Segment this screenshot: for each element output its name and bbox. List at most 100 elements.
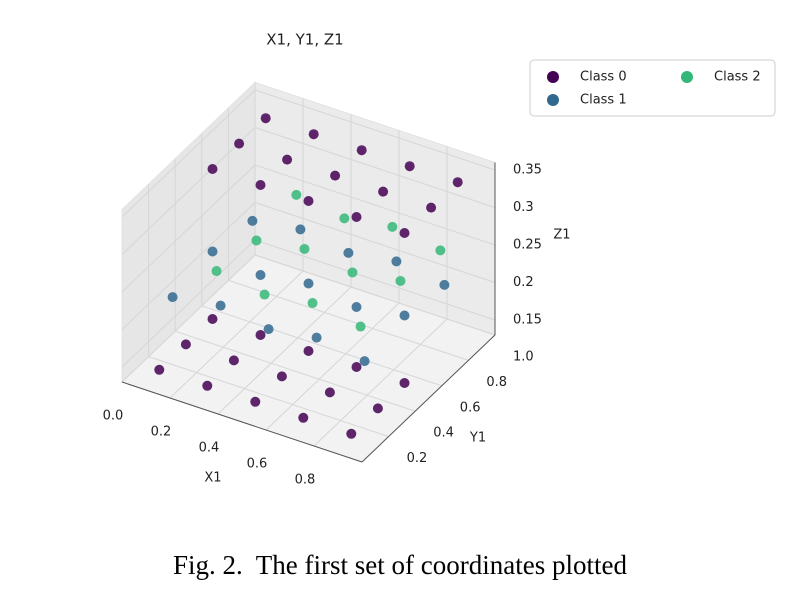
point [276, 371, 287, 382]
point [346, 428, 357, 439]
point [355, 321, 366, 332]
z-tick-label: 0.15 [513, 313, 542, 328]
point [234, 138, 245, 149]
point [399, 310, 410, 321]
point [180, 339, 191, 350]
point [154, 364, 165, 375]
point [426, 202, 437, 213]
grid-line [217, 286, 352, 415]
grid-line [254, 202, 496, 283]
z-axis-label: Z1 [553, 228, 570, 243]
point [439, 279, 450, 290]
z-tick-label: 0.2 [513, 275, 534, 290]
x-axis-line [121, 381, 363, 463]
point [263, 324, 274, 335]
grid-line [265, 302, 400, 431]
point [435, 245, 446, 256]
point [308, 129, 319, 140]
x-tick-label: 0.2 [151, 425, 172, 440]
point [260, 113, 271, 124]
point [295, 224, 306, 235]
point [247, 215, 258, 226]
point [307, 298, 318, 309]
point [207, 246, 218, 257]
point [356, 145, 367, 156]
point [202, 380, 213, 391]
point [255, 270, 266, 280]
y-axis-line [361, 334, 496, 463]
caption: Fig. 2. The first set of coordinates plo… [173, 550, 627, 580]
grid-line [254, 89, 496, 171]
chart-title: X1, Y1, Z1 [266, 31, 343, 49]
point [399, 228, 410, 238]
grid-line [175, 330, 416, 412]
point [303, 346, 314, 356]
panes [121, 81, 496, 463]
grid-line [254, 164, 496, 246]
point [255, 330, 266, 340]
y-tick-label: 0.8 [486, 375, 507, 390]
point [343, 247, 354, 258]
point [298, 412, 309, 423]
y-tick-label: 1.0 [513, 350, 534, 365]
grid-line [254, 254, 496, 336]
grid-line [313, 318, 448, 447]
point [291, 189, 302, 200]
point [167, 292, 178, 303]
point [207, 314, 218, 324]
point [351, 212, 362, 222]
legend-label: Class 2 [714, 70, 761, 85]
legend-marker [681, 71, 693, 83]
point [378, 186, 389, 197]
point [372, 403, 383, 414]
legend-marker [547, 94, 559, 106]
point [251, 235, 262, 246]
grid-line [121, 164, 256, 293]
point [395, 275, 406, 286]
grid-line [121, 239, 256, 368]
legend-label: Class 1 [580, 93, 627, 108]
grid-line [121, 89, 256, 218]
y-tick-label: 0.2 [407, 451, 428, 466]
grid-line [201, 305, 442, 387]
point [250, 396, 261, 407]
point [399, 378, 410, 388]
point [259, 289, 270, 300]
y-axis-label: Y1 [469, 431, 486, 446]
z-tick-label: 0.3 [513, 200, 534, 215]
grid-line [121, 127, 256, 255]
grid-line [254, 239, 496, 321]
x-tick-label: 0.0 [103, 409, 124, 424]
point [391, 256, 402, 267]
grid-line [254, 127, 496, 208]
point [282, 154, 293, 165]
point [211, 266, 222, 277]
grid-line [121, 202, 256, 330]
x-tick-label: 0.4 [199, 441, 220, 456]
legend-marker [547, 71, 559, 83]
point [387, 221, 398, 232]
point [299, 243, 310, 254]
point [404, 161, 415, 172]
x-axis-label: X1 [204, 471, 221, 486]
grid-line [169, 270, 304, 399]
point [311, 332, 322, 343]
point [339, 213, 350, 224]
z-tick-label: 0.35 [513, 163, 542, 178]
grid-line [148, 356, 389, 438]
point [351, 362, 362, 372]
y-tick-label: 0.4 [433, 426, 454, 441]
point [359, 356, 370, 367]
point [255, 180, 266, 190]
x-tick-label: 0.8 [295, 473, 316, 488]
point [330, 170, 341, 181]
point [347, 267, 358, 278]
point [452, 177, 463, 188]
grid-line [121, 254, 256, 383]
point [303, 196, 314, 206]
z-tick-label: 0.25 [513, 238, 542, 253]
point [351, 302, 362, 312]
x-tick-label: 0.6 [247, 457, 268, 472]
